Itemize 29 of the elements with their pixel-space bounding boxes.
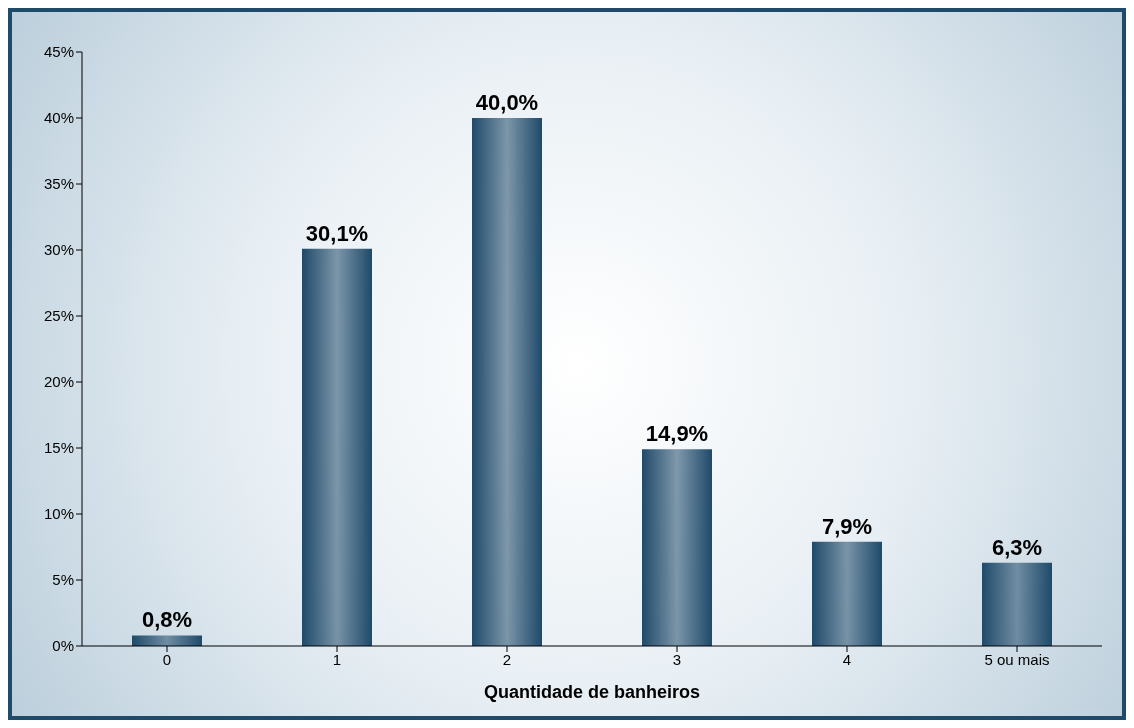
y-tick-label: 10% xyxy=(43,505,74,523)
y-tick-label: 30% xyxy=(43,241,74,259)
y-tick-label: 25% xyxy=(43,307,74,325)
data-label: 6,3% xyxy=(991,534,1043,560)
y-tick-label: 20% xyxy=(43,373,74,391)
bar xyxy=(812,541,882,646)
x-tick-label: 0 xyxy=(162,650,172,668)
x-tick-label: 3 xyxy=(672,650,682,668)
data-label: 14,9% xyxy=(645,421,709,447)
y-tick-label: 0% xyxy=(52,637,74,655)
data-label: 30,1% xyxy=(305,220,369,246)
y-tick-label: 35% xyxy=(43,175,74,193)
data-label: 40,0% xyxy=(475,90,539,115)
y-tick-label: 40% xyxy=(43,109,74,127)
data-label: 7,9% xyxy=(821,513,873,539)
x-tick-label: 4 xyxy=(842,650,852,668)
y-tick-label: 15% xyxy=(43,439,74,457)
x-tick-label: 5 ou mais xyxy=(984,650,1050,668)
bar xyxy=(472,118,542,646)
y-tick-label: 45% xyxy=(43,43,74,61)
bar xyxy=(132,635,202,646)
y-tick-label: 5% xyxy=(52,571,74,589)
data-label: 0,8% xyxy=(141,607,193,633)
bar xyxy=(302,248,372,646)
x-axis-title: Quantidade de banheiros xyxy=(483,682,701,702)
x-tick-label: 1 xyxy=(332,650,342,668)
bar xyxy=(982,562,1052,646)
bar xyxy=(642,449,712,646)
x-tick-label: 2 xyxy=(502,650,512,668)
